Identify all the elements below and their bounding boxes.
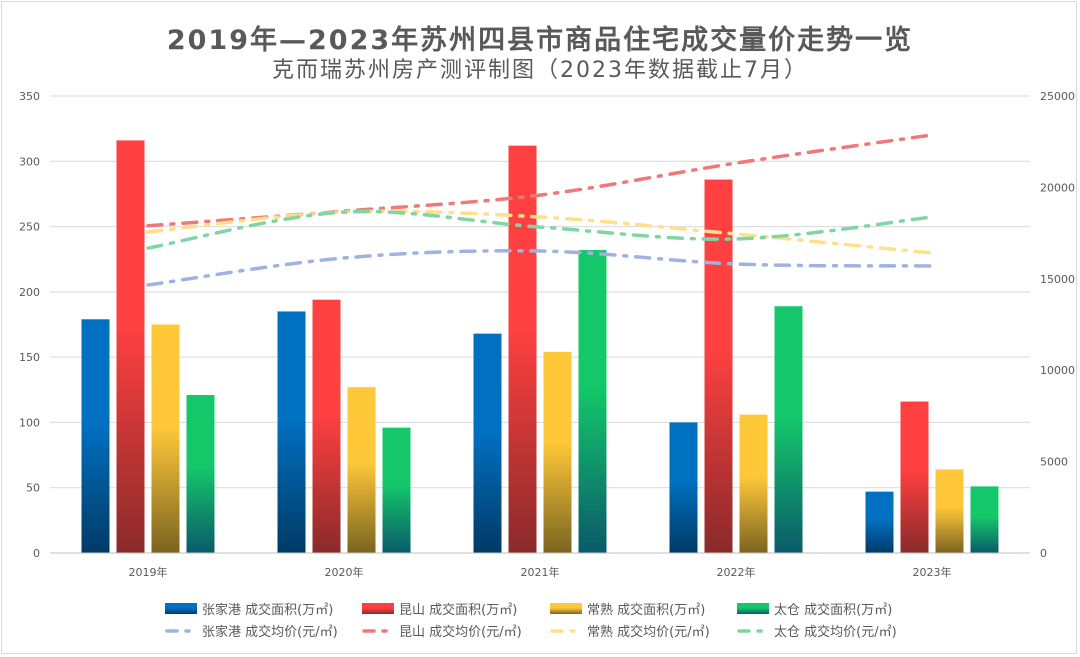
bar (669, 422, 698, 553)
chart-title: 2019年—2023年苏州四县市商品住宅成交量价走势一览 (166, 25, 914, 56)
x-tick: 2022年 (717, 565, 756, 579)
legend-swatch-bar (550, 603, 582, 614)
x-tick: 2019年 (129, 565, 168, 579)
price-line (146, 209, 934, 250)
y-left-tick: 150 (19, 351, 40, 364)
price-line (146, 133, 934, 228)
bar (81, 319, 110, 553)
y-right-tick: 15000 (1040, 273, 1075, 286)
legend-label: 张家港 成交面积(万㎡) (202, 602, 333, 618)
bar (347, 387, 376, 553)
bar (312, 299, 341, 553)
legend-label: 太仓 成交均价(元/㎡) (774, 624, 897, 640)
bar (865, 491, 894, 553)
bar (277, 311, 306, 553)
y-left-tick: 100 (19, 416, 40, 429)
bar (578, 250, 607, 553)
bar (935, 469, 964, 553)
bar (900, 401, 929, 553)
bar (151, 324, 180, 553)
y-left-tick: 350 (19, 90, 40, 103)
x-tick: 2021年 (521, 565, 560, 579)
y-left-tick: 250 (19, 221, 40, 234)
legend-label: 常熟 成交面积(万㎡) (587, 602, 705, 618)
bar (116, 140, 145, 553)
y-right-tick: 5000 (1040, 456, 1068, 469)
y-left-tick: 200 (19, 286, 40, 299)
bar (382, 427, 411, 553)
legend-swatch-bar (362, 603, 394, 614)
price-line (146, 209, 934, 255)
x-tick: 2023年 (913, 565, 952, 579)
y-left-tick: 50 (26, 482, 40, 495)
y-right-tick: 25000 (1040, 90, 1075, 103)
y-right-tick: 20000 (1040, 181, 1075, 194)
bar (739, 414, 768, 553)
bar (186, 395, 215, 553)
y-left-tick: 300 (19, 155, 40, 168)
bar (970, 486, 999, 553)
x-tick: 2020年 (325, 565, 364, 579)
legend-label: 昆山 成交面积(万㎡) (399, 602, 517, 618)
bar (508, 145, 537, 554)
legend-label: 常熟 成交均价(元/㎡) (587, 624, 710, 640)
bar (704, 179, 733, 553)
y-right-tick: 10000 (1040, 364, 1075, 377)
legend-label: 昆山 成交均价(元/㎡) (399, 624, 522, 640)
y-right-tick: 0 (1040, 547, 1047, 560)
legend-swatch-bar (165, 603, 197, 614)
bar (543, 351, 572, 553)
bar (774, 306, 803, 553)
chart-subtitle: 克而瑞苏州房产测评制图（2023年数据截止7月） (272, 58, 808, 83)
bar (473, 333, 502, 553)
legend-swatch-bar (737, 603, 769, 614)
legend-label: 张家港 成交均价(元/㎡) (202, 624, 338, 640)
legend-label: 太仓 成交面积(万㎡) (774, 602, 892, 618)
price-line (146, 249, 934, 287)
y-left-tick: 0 (33, 547, 40, 560)
